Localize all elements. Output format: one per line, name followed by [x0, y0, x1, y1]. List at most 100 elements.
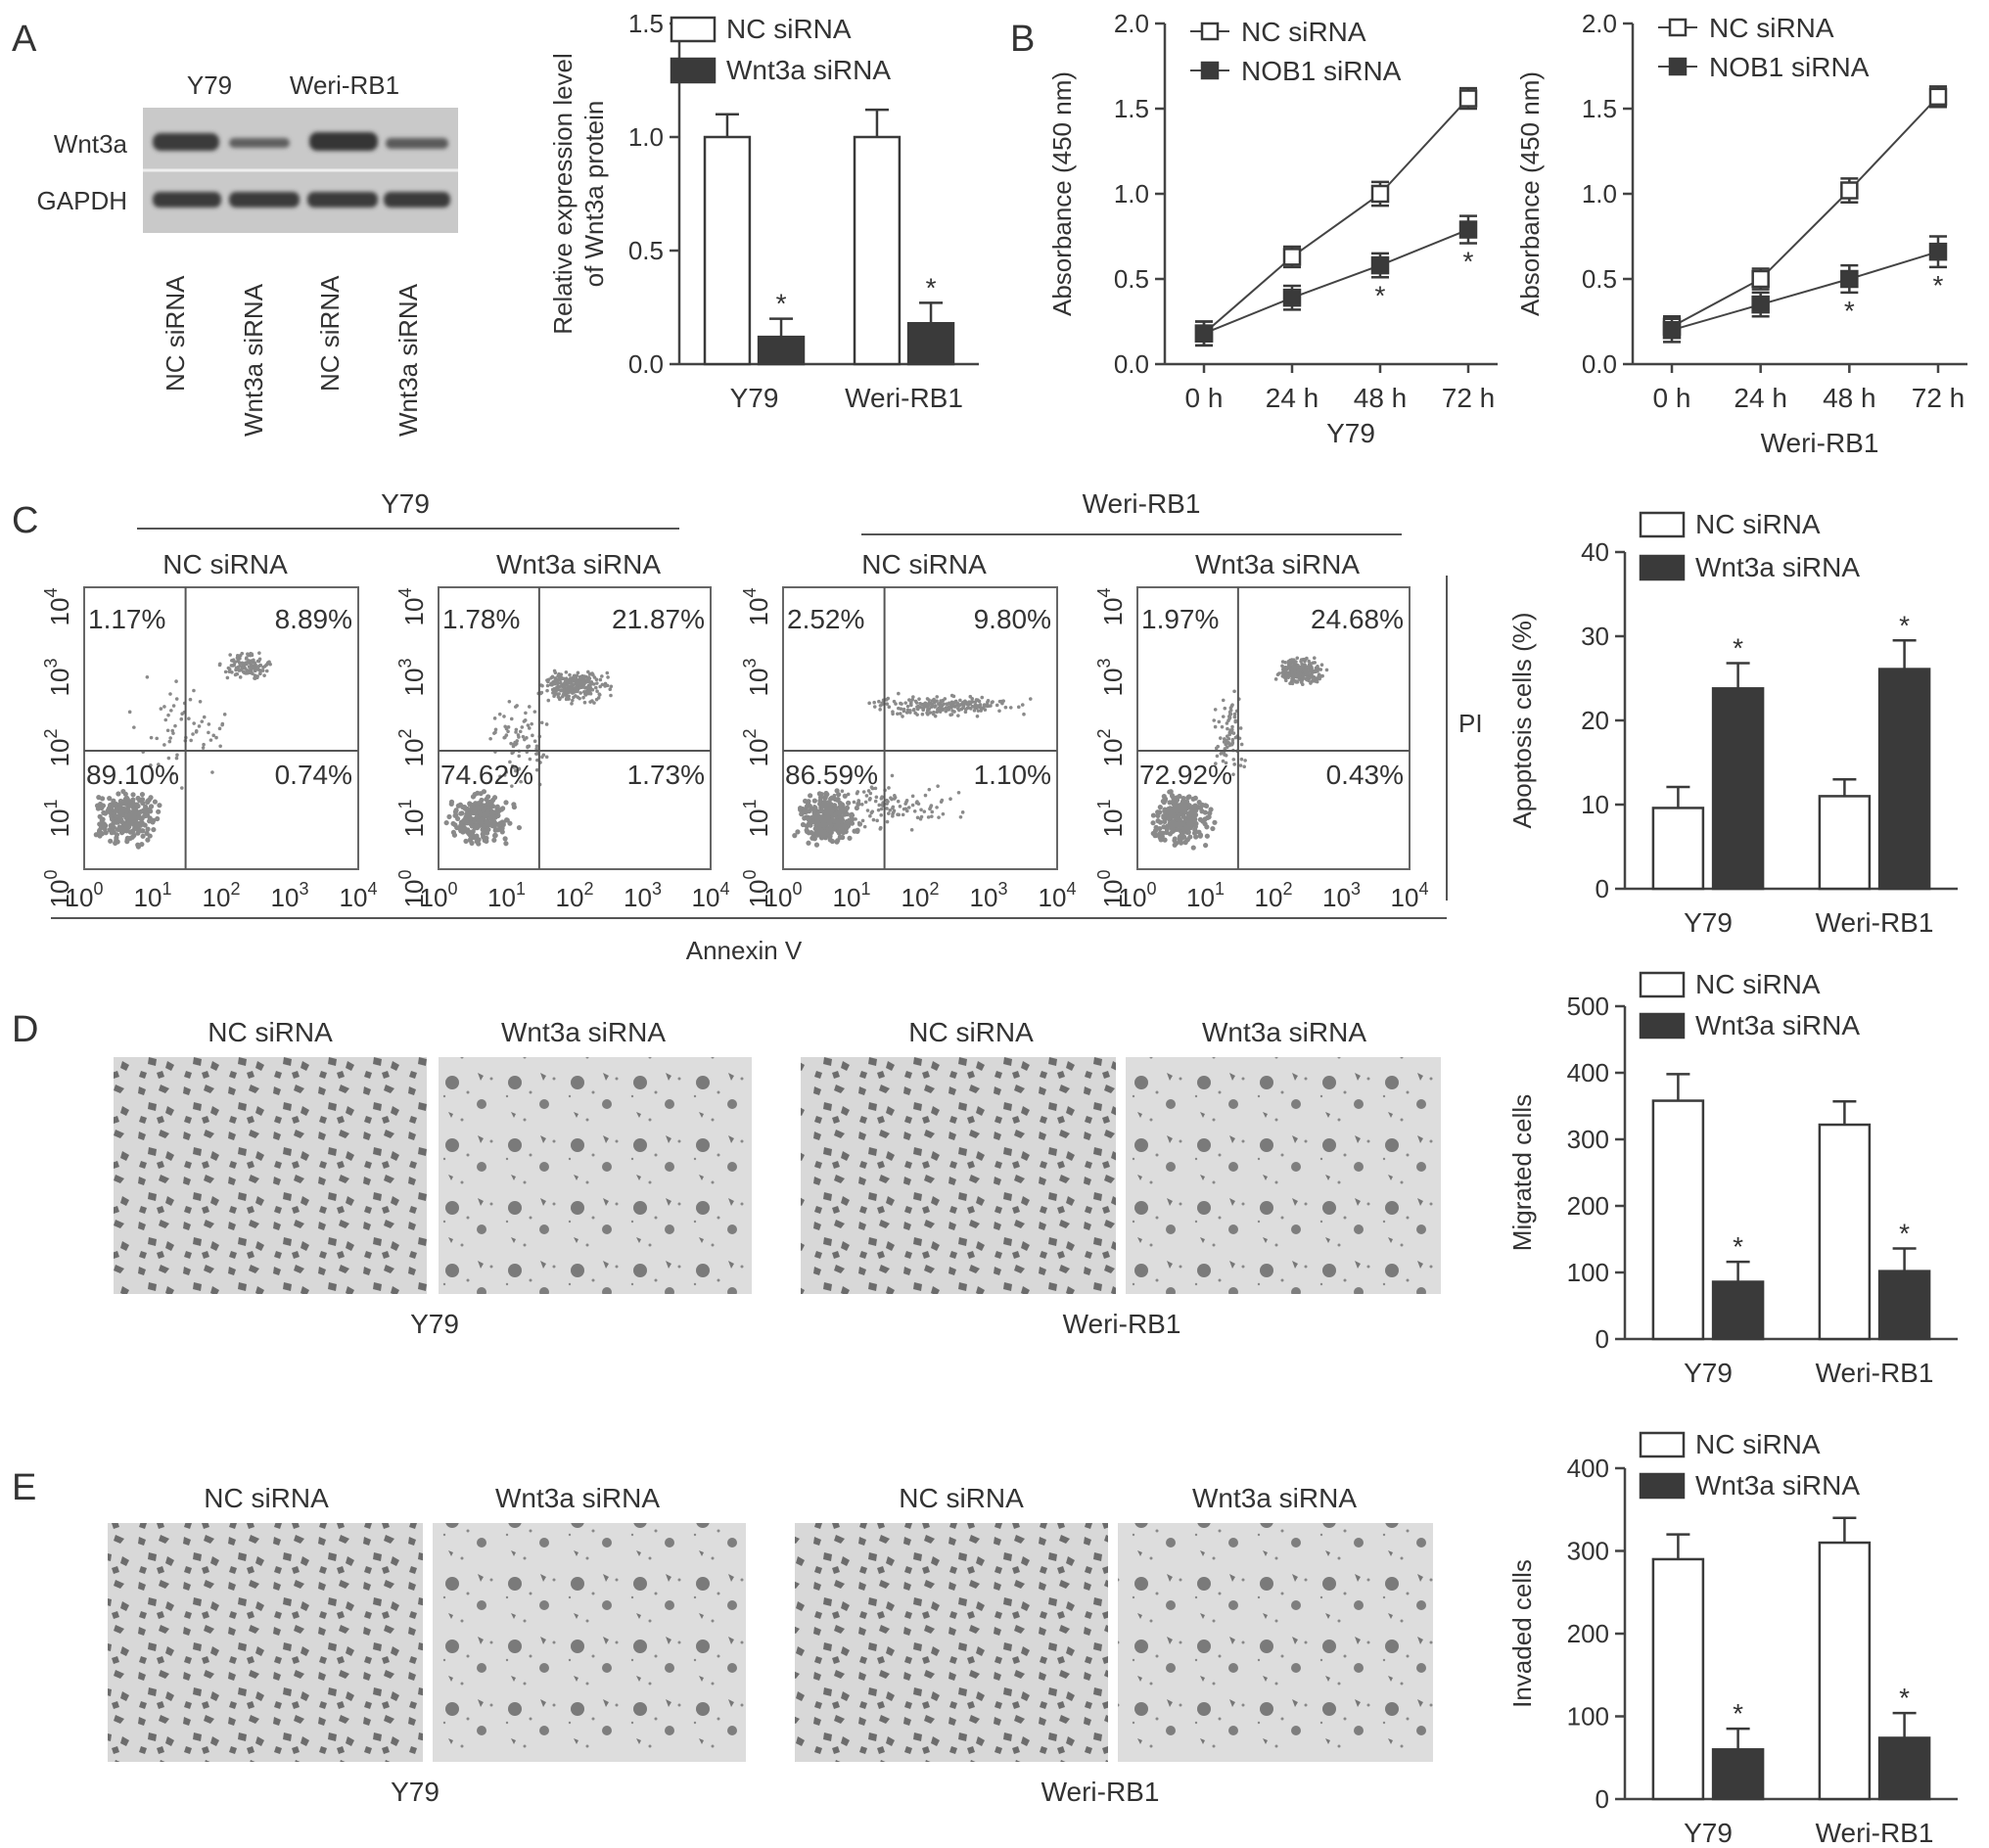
flow-event [879, 807, 884, 811]
x-category-label: Y79 [1684, 1818, 1733, 1848]
y-tick-label: 500 [1567, 992, 1609, 1021]
flow-event [531, 733, 534, 738]
data-marker [1458, 89, 1478, 108]
flow-event [910, 803, 915, 808]
flow-event [1165, 809, 1171, 815]
flow-event [140, 833, 146, 839]
flow-event [1170, 828, 1176, 835]
flow-event [846, 792, 851, 797]
quadrant-ur: 8.89% [275, 604, 352, 634]
flow-event [497, 826, 503, 832]
flow-event [885, 798, 889, 803]
y-tick-label: 200 [1567, 1191, 1609, 1221]
flow-event [148, 795, 154, 801]
flow-event [124, 839, 130, 845]
flow-event [961, 700, 966, 705]
x-tick-label: 24 h [1734, 383, 1787, 413]
flow-event [502, 715, 506, 718]
flow-event [481, 834, 486, 840]
flow-event [911, 708, 916, 713]
flow-event [588, 682, 593, 687]
flow-event [888, 808, 893, 812]
flow-event [1239, 742, 1244, 747]
flow-event [860, 818, 865, 823]
flow-event [878, 704, 883, 708]
flow-event [1324, 668, 1329, 672]
flow-event [515, 704, 519, 708]
y-tick-exponent: 2 [740, 729, 760, 739]
flow-event [534, 744, 539, 749]
flow-event [485, 809, 490, 815]
y-axis-label: Apoptosis cells (%) [1507, 612, 1537, 828]
flow-event [123, 798, 129, 805]
data-marker [1370, 255, 1390, 275]
band-wnt3a-lane3 [309, 132, 378, 151]
flow-event [175, 753, 179, 758]
flow-event [1192, 816, 1198, 822]
flow-event [822, 795, 828, 802]
flow-event [192, 721, 196, 725]
flow-event [1314, 670, 1318, 674]
flow-event [976, 709, 981, 713]
legend-swatch [1639, 511, 1686, 538]
data-marker [1840, 269, 1859, 289]
flow-event [922, 809, 927, 813]
flow-event [840, 834, 846, 841]
flow-event [202, 742, 206, 747]
flow-event [139, 815, 145, 821]
y-tick-label: 0.0 [628, 349, 664, 379]
flow-event [545, 683, 550, 688]
y-tick-label: 100 [1567, 1258, 1609, 1287]
flow-event [233, 660, 238, 665]
flow-event [945, 702, 949, 706]
flow-event [1168, 789, 1174, 795]
flow-plot-title: NC siRNA [861, 549, 987, 579]
flow-event [137, 821, 143, 827]
flow-event [912, 809, 917, 813]
band-gapdh-lane3 [307, 192, 378, 208]
flow-plot-title: Wnt3a siRNA [1195, 549, 1360, 579]
flow-event [898, 805, 902, 808]
flow-event [507, 700, 512, 704]
flow-event [556, 672, 561, 677]
flow-event [902, 709, 906, 714]
micro-e-title-4: Wnt3a siRNA [1192, 1483, 1357, 1513]
flow-event [455, 803, 461, 808]
legend-label: NOB1 siRNA [1709, 52, 1870, 82]
legend-label: Wnt3a siRNA [1695, 1470, 1860, 1501]
flow-event [1295, 679, 1299, 683]
y-axis-label: Migrated cells [1507, 1094, 1537, 1251]
flow-event [171, 704, 176, 708]
flow-event [539, 720, 544, 725]
y-tick-label: 104 [740, 588, 773, 626]
flow-event [1286, 666, 1290, 670]
significance-star: * [1933, 270, 1944, 300]
flow-event [208, 738, 213, 742]
flow-event [1155, 812, 1161, 819]
legend-label: NC siRNA [726, 14, 852, 44]
flow-event [1239, 757, 1244, 762]
quadrant-ll: 72.92% [1139, 760, 1232, 790]
flow-event [1182, 839, 1188, 845]
flow-event [844, 811, 850, 817]
flow-event [965, 702, 969, 707]
micro-d-group-weri: Weri-RB1 [1063, 1309, 1181, 1339]
x-tick-label: 104 [1039, 879, 1077, 912]
x-tick-exponent: 3 [652, 879, 662, 899]
flow-event [574, 676, 578, 681]
x-tick-label: 104 [692, 879, 730, 912]
significance-star: * [926, 272, 937, 302]
flow-event [510, 764, 515, 768]
quadrant-ll: 89.10% [86, 760, 179, 790]
flow-event [143, 804, 149, 809]
y-tick-label: 103 [41, 659, 74, 697]
flow-event [1224, 742, 1228, 747]
micro-d-title-4: Wnt3a siRNA [1202, 1017, 1366, 1047]
flow-event [454, 815, 461, 822]
data-marker [1751, 295, 1770, 314]
flow-event [242, 664, 247, 669]
flow-event [1242, 764, 1246, 769]
flow-event [800, 821, 807, 828]
flow-event [1162, 837, 1168, 843]
flow-event [1224, 761, 1228, 765]
